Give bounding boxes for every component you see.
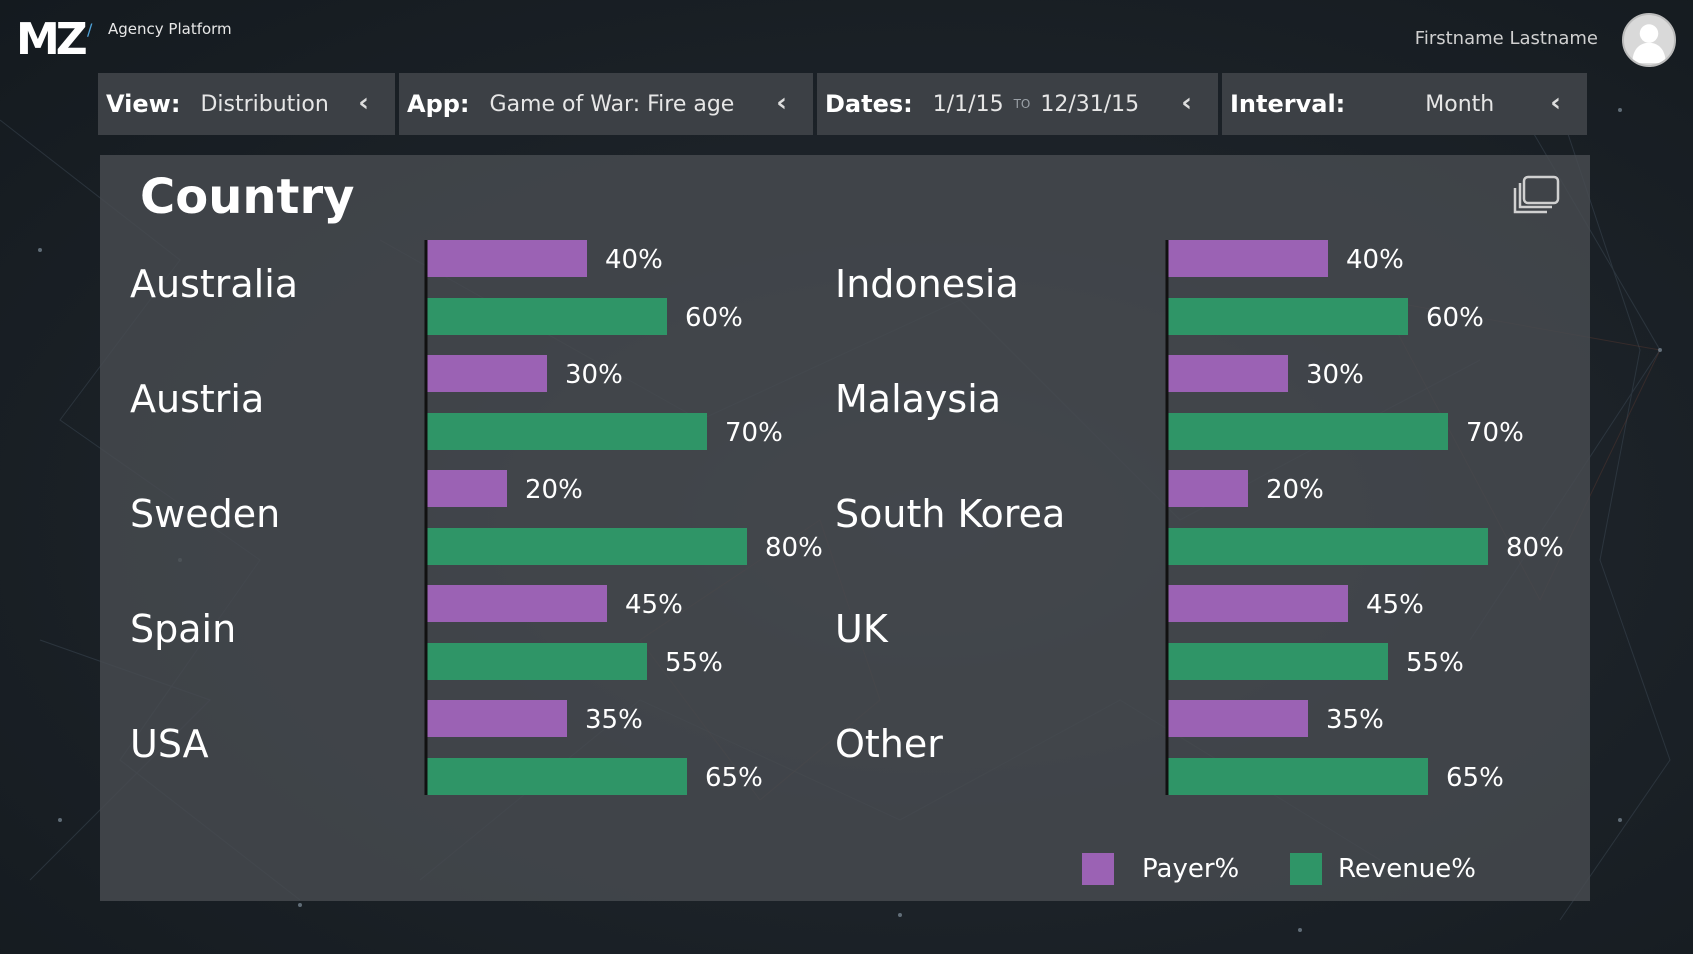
- view-filter[interactable]: View: Distribution ‹: [98, 73, 395, 135]
- data-label: 70%: [725, 418, 783, 448]
- payer-bar: [427, 470, 507, 507]
- breadcrumb-separator: /: [87, 20, 93, 39]
- revenue-bar: [427, 643, 647, 680]
- app-filter-label: App:: [407, 90, 470, 118]
- payer-bar: [1168, 355, 1288, 392]
- category-label: Malaysia: [835, 377, 1001, 421]
- payer-bar: [427, 585, 607, 622]
- revenue-bar: [1168, 413, 1448, 450]
- data-label: 65%: [1446, 763, 1504, 793]
- payer-bar: [1168, 700, 1308, 737]
- category-label: Other: [835, 722, 943, 766]
- interval-filter-label: Interval:: [1230, 90, 1346, 118]
- interval-filter[interactable]: Interval: Month ‹: [1222, 73, 1587, 135]
- dates-filter[interactable]: Dates: 1/1/15 TO 12/31/15 ‹: [817, 73, 1218, 135]
- chevron-left-icon[interactable]: ‹: [776, 88, 787, 118]
- view-filter-value: Distribution: [200, 91, 329, 117]
- view-filter-label: View:: [106, 90, 181, 118]
- data-label: 70%: [1466, 418, 1524, 448]
- data-label: 30%: [1306, 360, 1364, 390]
- category-label: USA: [130, 722, 209, 766]
- user-name[interactable]: Firstname Lastname: [1414, 28, 1598, 49]
- app-filter[interactable]: App: Game of War: Fire age ‹: [399, 73, 813, 135]
- data-label: 80%: [1506, 533, 1564, 563]
- legend-label-payer: Payer%: [1142, 854, 1240, 884]
- mz-logo[interactable]: MZ: [16, 14, 88, 65]
- chevron-left-icon[interactable]: ‹: [358, 88, 369, 118]
- expand-window-icon[interactable]: [1512, 175, 1562, 215]
- chevron-left-icon[interactable]: ‹: [1550, 88, 1561, 118]
- category-label: Indonesia: [835, 262, 1019, 306]
- country-bar-chart: Australia 40% 60% Austria 30% 70% Sweden 20% 80%…: [130, 240, 1564, 795]
- payer-bar: [427, 700, 567, 737]
- payer-bar: [427, 355, 547, 392]
- app-filter-value: Game of War: Fire age: [489, 91, 735, 117]
- data-label: 35%: [1326, 705, 1384, 735]
- data-label: 35%: [585, 705, 643, 735]
- country-chart-panel: Country Australia 40% 60% Austria 30% 70% Swed…: [100, 155, 1590, 901]
- revenue-bar: [427, 413, 707, 450]
- data-label: 60%: [685, 303, 743, 333]
- data-label: 55%: [665, 648, 723, 678]
- category-label: Spain: [130, 607, 236, 651]
- legend-swatch-revenue: [1290, 853, 1322, 885]
- dates-to: 12/31/15: [1040, 91, 1140, 117]
- payer-bar: [427, 240, 587, 277]
- data-label: 20%: [525, 475, 583, 505]
- data-label: 40%: [605, 245, 663, 275]
- data-label: 30%: [565, 360, 623, 390]
- chevron-left-icon[interactable]: ‹: [1181, 88, 1192, 118]
- payer-bar: [1168, 585, 1348, 622]
- panel-title: Country: [140, 169, 355, 225]
- revenue-bar: [1168, 298, 1408, 335]
- dates-filter-label: Dates:: [825, 90, 913, 118]
- payer-bar: [1168, 470, 1248, 507]
- category-label: South Korea: [835, 492, 1065, 536]
- legend-swatch-payer: [1082, 853, 1114, 885]
- revenue-bar: [427, 298, 667, 335]
- data-label: 60%: [1426, 303, 1484, 333]
- data-label: 45%: [1366, 590, 1424, 620]
- platform-name[interactable]: Agency Platform: [108, 20, 232, 38]
- data-label: 80%: [765, 533, 823, 563]
- user-avatar-icon[interactable]: [1622, 13, 1676, 67]
- data-label: 65%: [705, 763, 763, 793]
- data-label: 55%: [1406, 648, 1464, 678]
- revenue-bar: [427, 758, 687, 795]
- data-label: 40%: [1346, 245, 1404, 275]
- category-label: Sweden: [130, 492, 280, 536]
- dates-from: 1/1/15: [932, 91, 1004, 117]
- revenue-bar: [1168, 643, 1388, 680]
- data-label: 20%: [1266, 475, 1324, 505]
- payer-bar: [1168, 240, 1328, 277]
- dates-to-label: TO: [1013, 97, 1031, 111]
- category-label: Australia: [130, 262, 298, 306]
- revenue-bar: [1168, 758, 1428, 795]
- legend-label-revenue: Revenue%: [1338, 854, 1476, 884]
- category-label: Austria: [130, 377, 264, 421]
- revenue-bar: [427, 528, 747, 565]
- data-label: 45%: [625, 590, 683, 620]
- category-label: UK: [835, 607, 889, 651]
- revenue-bar: [1168, 528, 1488, 565]
- interval-filter-value: Month: [1425, 91, 1495, 117]
